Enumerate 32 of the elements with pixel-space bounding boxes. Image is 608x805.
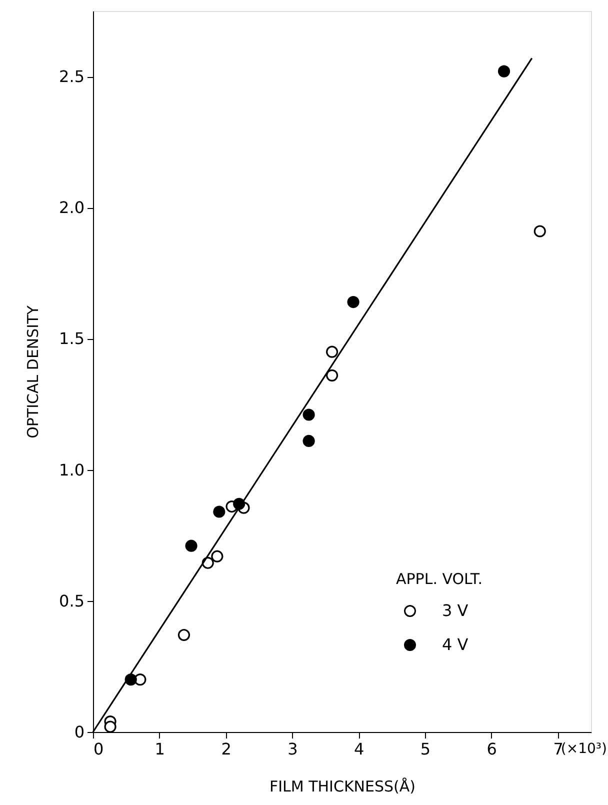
point (498, 65, 510, 78)
point (302, 434, 315, 448)
x-tick-label: 1 (154, 740, 165, 758)
x-tick-label: 0 (94, 740, 104, 758)
y-tick-label: 0 (74, 722, 84, 742)
y-axis-title: OPTICAL DENSITY (24, 304, 42, 438)
x-axis-title: FILM THICKNESS(Å) (269, 778, 416, 796)
y-tick-label: 0.5 (59, 591, 84, 610)
legend-label: 4 V (442, 635, 468, 654)
x-tick-label: 2 (221, 740, 232, 758)
point (213, 506, 226, 518)
point (178, 628, 190, 642)
x-tick-label: 5 (420, 740, 431, 758)
point (302, 408, 315, 421)
x-tick-label: 4 (354, 740, 364, 758)
legend-title: APPL. VOLT. (396, 570, 482, 588)
text: (×10³) (560, 741, 607, 757)
x-tick-label: 7 (553, 740, 564, 758)
point (211, 550, 224, 562)
y-tick-label: 2.5 (59, 67, 84, 86)
point (534, 225, 546, 238)
point (104, 720, 116, 733)
x-tick-label: 6 (486, 740, 497, 758)
point (326, 369, 338, 382)
y-tick-label: 2.0 (59, 198, 84, 218)
x-tick-label: 3 (288, 740, 298, 758)
legend-label: 3 V (442, 601, 468, 620)
y-tick-label: 1.0 (59, 460, 84, 480)
point (347, 296, 360, 308)
point (185, 540, 198, 552)
point (326, 346, 338, 358)
y-tick-label: 1.5 (59, 329, 84, 348)
